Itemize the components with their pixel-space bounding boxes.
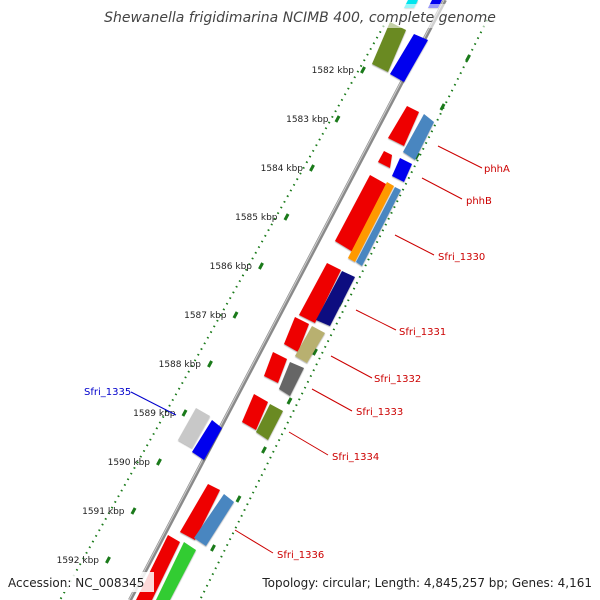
genome-backbone xyxy=(128,0,447,600)
gene-label-Sfri_1334[interactable]: Sfri_1334 xyxy=(332,452,379,463)
tick-label: 1582 kbp xyxy=(312,66,355,76)
callout-phhB xyxy=(421,177,463,200)
tick-group: 1582 kbp 1583 kbp 1584 kbp 1585 kbp 1586 kbp… xyxy=(57,54,471,566)
cds-feature-blue-top[interactable] xyxy=(390,34,428,82)
tick-label: 1590 kbp xyxy=(108,458,151,468)
gene-feature-Sfri_1335[interactable] xyxy=(178,408,210,448)
gene-feature-Sfri_1333[interactable] xyxy=(264,352,287,383)
footer-backdrop-left xyxy=(4,572,154,592)
inner-tick-mark xyxy=(261,446,267,454)
tick-mark xyxy=(258,262,264,270)
gene-feature-Sfri_1334[interactable] xyxy=(242,394,268,430)
gene-feature-phhA[interactable] xyxy=(388,106,419,146)
title-backdrop xyxy=(100,4,500,28)
callout-Sfri_1332 xyxy=(330,355,373,379)
gene-label-group: phhA phhB Sfri_1330 Sfri_1331 Sfri_1332 … xyxy=(84,164,510,561)
gene-label-Sfri_1331[interactable]: Sfri_1331 xyxy=(399,327,446,338)
cds-feature-Sfri_1333[interactable] xyxy=(279,362,304,396)
footer-backdrop-right xyxy=(255,572,595,592)
cds-feature-bottom-green[interactable] xyxy=(156,542,196,600)
inner-tick-mark xyxy=(439,103,446,111)
callout-Sfri_1330 xyxy=(394,234,435,256)
callout-Sfri_1335 xyxy=(130,391,177,416)
genome-backbone-highlight xyxy=(128,0,445,600)
cds-feature-Sfri_1335[interactable] xyxy=(192,420,222,460)
cds-feature-Sfri_1330-blue[interactable] xyxy=(356,187,401,266)
callout-lines xyxy=(130,145,483,554)
gene-feature-Sfri_1330[interactable] xyxy=(335,175,386,252)
gene-label-Sfri_1332[interactable]: Sfri_1332 xyxy=(374,374,421,385)
cds-feature-phhA[interactable] xyxy=(403,114,434,160)
gene-feature-phhB[interactable] xyxy=(378,151,392,168)
callout-phhA xyxy=(437,145,483,169)
callout-Sfri_1331 xyxy=(355,309,397,331)
tick-mark xyxy=(334,115,341,123)
cds-feature-phhB[interactable] xyxy=(392,158,412,182)
map-title: Shewanella frigidimarina NCIMB 400, comp… xyxy=(104,10,496,26)
accession-label: Accession: NC_008345 xyxy=(8,576,144,590)
inner-tick-mark xyxy=(235,495,242,503)
gene-label-Sfri_1330[interactable]: Sfri_1330 xyxy=(438,252,485,263)
tick-mark xyxy=(309,164,315,172)
tick-label: 1585 kbp xyxy=(235,213,278,223)
tick-mark xyxy=(181,409,188,417)
cds-feature-Sfri_1332[interactable] xyxy=(295,326,325,363)
tick-label: 1588 kbp xyxy=(159,360,202,370)
tick-mark xyxy=(105,556,111,564)
callout-Sfri_1336 xyxy=(234,529,274,554)
tick-label: 1583 kbp xyxy=(286,115,329,125)
cds-feature-olive-top[interactable] xyxy=(372,22,406,72)
gene-feature-Sfri_1336[interactable] xyxy=(180,484,220,540)
cds-feature-Sfri_1330-orange[interactable] xyxy=(348,182,394,262)
tick-label: 1584 kbp xyxy=(261,164,304,174)
tick-mark xyxy=(130,507,137,515)
gene-label-phhB[interactable]: phhB xyxy=(466,196,492,207)
inner-tick-mark xyxy=(465,54,471,62)
tick-label: 1586 kbp xyxy=(210,262,253,272)
tick-label: 1592 kbp xyxy=(57,556,100,566)
topology-label: Topology: circular; Length: 4,845,257 bp… xyxy=(261,576,592,590)
cds-feature-Sfri_1331[interactable] xyxy=(316,271,355,326)
gene-label-phhA[interactable]: phhA xyxy=(484,164,510,175)
inner-tick-mark xyxy=(312,348,318,356)
tick-mark xyxy=(207,360,213,368)
cds-feature-Sfri_1336[interactable] xyxy=(194,494,234,546)
tick-mark xyxy=(232,311,239,319)
callout-Sfri_1333 xyxy=(311,388,353,412)
tick-label: 1591 kbp xyxy=(82,507,125,517)
gene-label-Sfri_1335[interactable]: Sfri_1335 xyxy=(84,387,131,398)
tick-mark xyxy=(360,66,366,74)
callout-Sfri_1334 xyxy=(288,431,329,456)
gene-label-Sfri_1333[interactable]: Sfri_1333 xyxy=(356,407,403,418)
feature-group xyxy=(136,0,442,600)
inner-tick-mark xyxy=(286,397,293,405)
outer-dotted-guide xyxy=(59,19,388,600)
cds-feature-Sfri_1334[interactable] xyxy=(256,404,283,440)
inner-tick-mark xyxy=(210,544,216,552)
gene-label-Sfri_1336[interactable]: Sfri_1336 xyxy=(277,550,324,561)
tick-mark xyxy=(283,213,290,221)
tick-label: 1589 kbp xyxy=(133,409,176,419)
gene-feature-Sfri_1332[interactable] xyxy=(284,317,309,352)
tick-label: 1587 kbp xyxy=(184,311,227,321)
gene-feature-Sfri_1331[interactable] xyxy=(299,263,341,323)
tick-mark xyxy=(156,458,162,466)
